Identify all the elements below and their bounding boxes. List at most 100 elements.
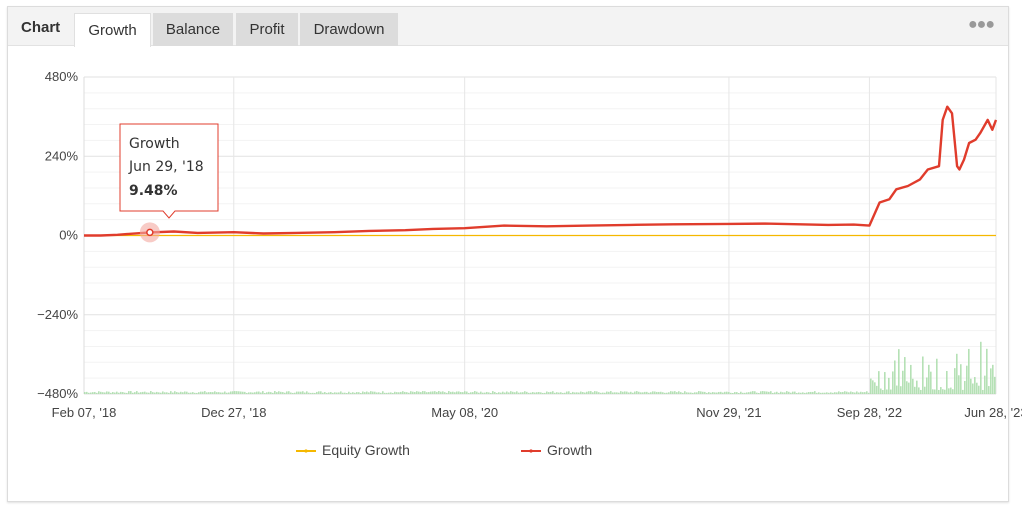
volume-bar	[146, 392, 148, 394]
volume-bar	[908, 382, 910, 394]
volume-bar	[240, 391, 242, 394]
volume-bar	[576, 392, 578, 394]
volume-bar	[646, 391, 648, 394]
volume-bar	[532, 392, 534, 394]
volume-bar	[662, 392, 664, 394]
volume-bar	[420, 392, 422, 394]
volume-bar	[570, 392, 572, 394]
volume-bar	[106, 391, 108, 394]
volume-bar	[84, 392, 86, 394]
tab-balance[interactable]: Balance	[153, 13, 233, 46]
chart-title-label: Chart	[21, 19, 61, 36]
volume-bar	[368, 392, 370, 394]
volume-bar	[168, 392, 170, 394]
volume-bar	[460, 391, 462, 394]
volume-bar	[220, 392, 222, 394]
volume-bar	[516, 391, 518, 394]
volume-bar	[314, 392, 316, 394]
volume-bar	[592, 392, 594, 394]
volume-bar	[152, 392, 154, 394]
volume-bar	[232, 391, 234, 394]
volume-bar	[670, 391, 672, 394]
volume-bar	[184, 391, 186, 394]
volume-bar	[350, 392, 352, 394]
volume-bar	[246, 392, 248, 394]
volume-bar	[732, 392, 734, 394]
volume-bar	[762, 391, 764, 394]
volume-bar	[932, 389, 934, 394]
y-tick-label: 480%	[45, 69, 79, 84]
tab-drawdown[interactable]: Drawdown	[300, 13, 398, 46]
volume-bar	[556, 392, 558, 394]
volume-bar	[112, 392, 114, 394]
volume-bar	[394, 391, 396, 394]
volume-bar	[454, 392, 456, 394]
volume-bar	[620, 391, 622, 394]
volume-bar	[190, 392, 192, 394]
volume-bar	[548, 392, 550, 394]
volume-bar	[464, 391, 466, 394]
volume-bar	[380, 392, 382, 394]
volume-bar	[226, 392, 228, 394]
x-tick-label: Nov 29, '21	[696, 405, 761, 420]
volume-bar	[398, 392, 400, 394]
volume-bar	[118, 392, 120, 394]
volume-bar	[824, 392, 826, 394]
volume-bar	[164, 392, 166, 394]
volume-bar	[902, 370, 904, 394]
volume-bar	[566, 391, 568, 394]
volume-bar	[682, 392, 684, 394]
volume-bar	[172, 392, 174, 394]
volume-bar	[256, 391, 258, 394]
volume-bar	[510, 391, 512, 394]
volume-bar	[498, 392, 500, 394]
volume-bar	[938, 389, 940, 394]
volume-bar	[512, 391, 514, 394]
volume-bar	[712, 392, 714, 394]
volume-bar	[740, 391, 742, 394]
volume-bar	[282, 392, 284, 394]
volume-bar	[494, 391, 496, 394]
volume-bar	[854, 392, 856, 394]
volume-bar	[546, 391, 548, 394]
volume-bar	[920, 389, 922, 394]
volume-bar	[320, 391, 322, 394]
volume-bar	[284, 392, 286, 394]
volume-bar	[596, 391, 598, 394]
volume-bar	[794, 391, 796, 394]
volume-bar	[616, 392, 618, 394]
volume-bar	[424, 391, 426, 394]
volume-bar	[296, 391, 298, 394]
volume-bar	[684, 391, 686, 394]
tooltip-date: Jun 29, '18	[128, 159, 204, 175]
volume-bar	[276, 392, 278, 394]
volume-bar	[772, 392, 774, 394]
volume-bar	[728, 392, 730, 394]
volume-bar	[792, 391, 794, 394]
volume-bar	[926, 377, 928, 394]
volume-bar	[300, 391, 302, 394]
volume-bar	[298, 391, 300, 394]
volume-bar	[752, 391, 754, 394]
volume-bar	[898, 349, 900, 394]
tab-profit[interactable]: Profit	[236, 13, 298, 46]
volume-bar	[976, 382, 978, 394]
volume-bar	[358, 392, 360, 394]
volume-bar	[888, 377, 890, 394]
volume-bar	[950, 387, 952, 394]
legend: Equity Growth Growth	[296, 442, 592, 458]
volume-bar	[500, 392, 502, 394]
volume-bar	[210, 392, 212, 394]
volume-bar	[478, 392, 480, 394]
volume-bar	[116, 391, 118, 394]
volume-bar	[758, 392, 760, 394]
tab-growth[interactable]: Growth	[74, 13, 151, 47]
volume-bar	[600, 392, 602, 394]
volume-bar	[564, 392, 566, 394]
volume-bar	[132, 392, 134, 394]
more-dots-icon[interactable]: ●●●	[968, 16, 995, 33]
volume-bar	[622, 391, 624, 394]
volume-bar	[204, 391, 206, 394]
volume-bar	[924, 386, 926, 394]
